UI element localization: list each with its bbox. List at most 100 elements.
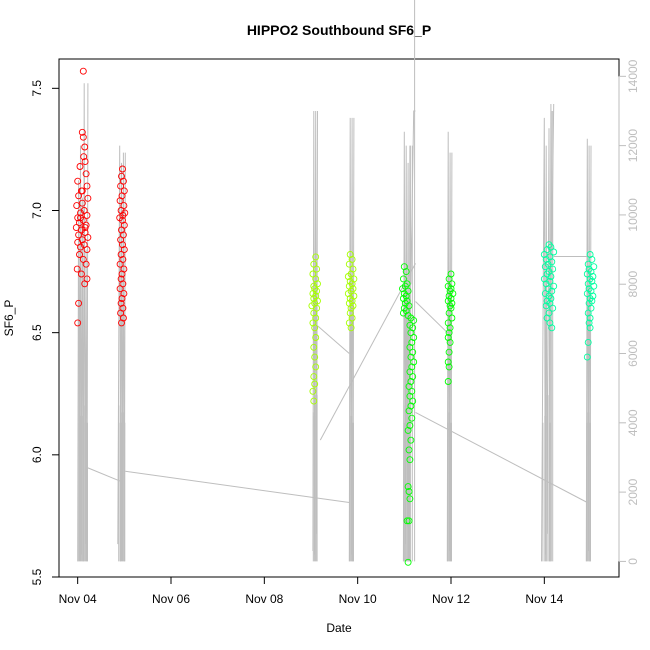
data-point	[410, 334, 418, 341]
data-point	[119, 216, 126, 224]
data-point	[444, 334, 452, 341]
data-point	[404, 426, 412, 434]
data-point	[73, 202, 81, 210]
y2-tick-label: 8000	[626, 271, 640, 298]
data-point	[80, 153, 88, 161]
data-point	[83, 211, 91, 219]
data-point	[312, 253, 320, 261]
data-point	[311, 380, 319, 388]
data-point	[584, 309, 592, 317]
data-point	[77, 214, 84, 222]
y2-tick-label: 4000	[626, 409, 640, 436]
data-point	[409, 348, 417, 356]
data-point	[81, 143, 89, 151]
data-point	[81, 280, 89, 288]
points-layer	[72, 67, 598, 566]
data-point	[84, 194, 92, 202]
data-point	[405, 517, 413, 525]
data-point	[116, 197, 124, 205]
data-point	[118, 319, 125, 327]
data-point	[547, 295, 555, 302]
data-point	[410, 358, 418, 366]
y2-axis: 0 2000 4000 6000 8000 10000 12000 14000	[618, 59, 640, 565]
data-point	[310, 343, 318, 351]
data-point	[541, 290, 549, 298]
data-point	[83, 182, 91, 190]
data-point	[117, 236, 125, 244]
data-point	[584, 280, 592, 288]
data-point	[407, 436, 415, 444]
data-point	[406, 456, 414, 464]
data-point	[399, 285, 406, 293]
altitude-layer	[77, 0, 592, 562]
x-tick-label: Nov 14	[525, 592, 563, 606]
data-point	[79, 133, 87, 141]
data-point	[120, 246, 128, 254]
y2-tick-label: 2000	[626, 478, 640, 505]
data-point	[310, 397, 318, 405]
chart-title: HIPPO2 Southbound SF6_P	[247, 22, 431, 38]
data-point	[119, 165, 126, 173]
data-point	[447, 270, 455, 278]
data-point	[117, 251, 125, 258]
data-point	[445, 363, 453, 371]
altitude-transit-line	[319, 263, 416, 441]
plot-frame	[58, 58, 620, 578]
data-point	[346, 309, 354, 317]
data-point	[74, 214, 82, 222]
data-point	[402, 268, 410, 276]
x-axis-label: Date	[326, 621, 352, 635]
data-point	[585, 319, 593, 327]
data-point	[542, 280, 550, 288]
x-tick-label: Nov 06	[152, 592, 190, 606]
data-point	[444, 358, 452, 366]
data-point	[404, 483, 412, 491]
data-point	[409, 324, 417, 332]
data-point	[118, 226, 125, 234]
altitude-transit-line	[87, 467, 122, 483]
data-point	[405, 488, 413, 495]
data-point	[118, 172, 125, 180]
data-point	[119, 314, 127, 322]
data-point	[117, 207, 125, 214]
data-point	[408, 387, 416, 395]
data-point	[444, 319, 452, 327]
data-point	[399, 275, 407, 283]
data-point	[406, 495, 414, 503]
data-point	[585, 299, 593, 307]
y-axis-label: SF6_P	[2, 300, 16, 337]
altitude-transit-line	[317, 325, 350, 354]
data-point	[120, 265, 128, 273]
data-point	[82, 260, 90, 268]
data-point	[541, 263, 549, 271]
data-point	[120, 290, 128, 298]
data-point	[84, 233, 92, 241]
x-tick-label: Nov 04	[59, 592, 97, 606]
data-point	[408, 414, 416, 422]
data-point	[407, 402, 415, 410]
data-point	[344, 290, 352, 298]
data-point	[76, 163, 84, 170]
data-point	[407, 378, 415, 385]
data-point	[76, 219, 83, 227]
data-point	[312, 334, 320, 341]
data-point	[75, 231, 83, 239]
data-point	[586, 324, 594, 332]
data-point	[310, 309, 318, 317]
data-point	[117, 182, 125, 190]
data-point	[116, 260, 124, 268]
data-point	[344, 273, 352, 280]
data-point	[587, 268, 595, 276]
data-point	[444, 378, 452, 385]
y2-tick-label: 10000	[626, 198, 640, 232]
data-point	[312, 275, 320, 283]
x-tick-label: Nov 12	[432, 592, 470, 606]
data-point	[546, 319, 554, 327]
data-point	[74, 177, 82, 185]
x-tick-label: Nov 08	[245, 592, 283, 606]
data-point	[444, 297, 452, 305]
data-point	[410, 316, 418, 324]
data-point	[545, 309, 553, 317]
